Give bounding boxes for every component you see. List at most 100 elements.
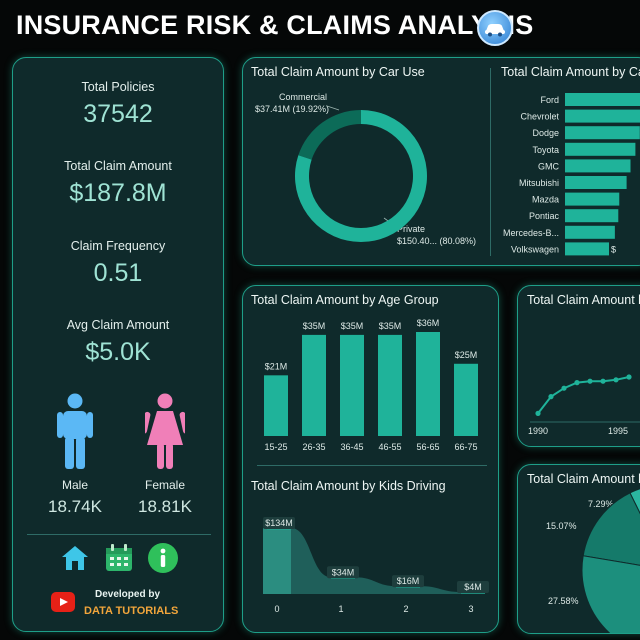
kpi-panel: Total Policies 37542 Total Claim Amount … <box>12 57 224 632</box>
kids-driving-label-bg <box>263 517 295 529</box>
car-make-bar <box>565 142 636 156</box>
age-group-tick-label: 46-55 <box>378 442 401 452</box>
age-group-tick-label: 36-45 <box>340 442 363 452</box>
car-year-point <box>587 378 593 384</box>
car-use-title: Total Claim Amount by Car Use <box>251 65 425 79</box>
commercial-leader-line <box>326 105 340 111</box>
car-make-bar <box>565 93 640 106</box>
car-make-bar <box>565 209 619 223</box>
car-year-point <box>626 374 632 380</box>
age-group-bar-chart: $21M 15-25 $35M 26-35 $35M 36-45 $35M 46-55 $36M… <box>264 318 478 452</box>
page-title: INSURANCE RISK & CLAIMS ANALYSIS <box>16 10 534 40</box>
car-year-tick-label: 1995 <box>608 426 628 436</box>
age-group-tick-label: 66-75 <box>454 442 477 452</box>
kids-driving-area <box>263 528 485 594</box>
car-year-point <box>548 394 554 400</box>
car-year-tick-label: 1990 <box>528 426 548 436</box>
car-make-label: Dodge <box>532 128 559 138</box>
car-make-label: Toyota <box>532 145 559 155</box>
age-group-bar <box>416 332 440 436</box>
car-make-label: Pontiac <box>529 211 560 221</box>
male-label: Male <box>61 478 88 492</box>
info-icon[interactable] <box>147 542 179 574</box>
age-group-tick-label: 56-65 <box>416 442 439 452</box>
age-group-value-label: $21M <box>265 361 288 371</box>
age-group-value-label: $36M <box>417 318 440 328</box>
kids-driving-area-chart: $134M 0 $34M 1 $16M 2 $4M 3 <box>263 517 489 614</box>
kids-driving-tick-label: 2 <box>403 604 408 614</box>
male-value: 18.74K <box>48 497 102 516</box>
kpi-claim-frequency-value: 0.51 <box>93 259 143 287</box>
car-make-label: Mazda <box>532 195 559 205</box>
kids-driving-label-bg <box>327 566 359 579</box>
car-make-bar <box>565 192 620 206</box>
car-make-bar <box>565 159 631 173</box>
pie-label-1: 7.29% <box>588 499 614 509</box>
car-make-value-label: $ <box>611 244 616 254</box>
car-make-label: Mitsubishi <box>519 178 559 188</box>
pie-slice <box>581 555 640 633</box>
car-make-bar-chart: Ford Chevrolet Dodge Toyota GMC Mitsubishi Maz… <box>503 93 640 256</box>
kids-driving-tick-label: 0 <box>274 604 279 614</box>
car-make-label: Volkswagen <box>511 244 559 254</box>
car-year-line-chart: 1990 1995 <box>528 374 640 436</box>
private-value-label: $150.40... (80.08%) <box>397 236 476 246</box>
last-pie-card: Total Claim Amount by 7.29% 15.07% 27.58… <box>517 464 640 634</box>
kids-driving-label-bg <box>457 581 489 594</box>
car-year-point <box>613 377 619 383</box>
commercial-name: Commercial <box>279 92 327 102</box>
youtube-icon[interactable] <box>51 592 75 612</box>
kids-driving-tick-label: 3 <box>468 604 473 614</box>
home-icon[interactable] <box>59 542 91 574</box>
kpi-claim-frequency-label: Claim Frequency <box>70 239 166 253</box>
male-person-icon <box>57 393 93 469</box>
car-use-make-card: Total Claim Amount by Car Use Total Clai… <box>242 57 640 266</box>
female-person-icon <box>145 393 185 469</box>
age-group-value-label: $35M <box>341 321 364 331</box>
car-icon <box>477 10 513 46</box>
car-use-donut-chart: Commercial $37.41M (19.92%) Private $150… <box>255 92 476 246</box>
sidebar-divider <box>27 534 211 535</box>
car-year-point <box>600 378 606 384</box>
panel-divider-horizontal <box>257 465 487 466</box>
kpi-avg-claim-label: Avg Claim Amount <box>66 318 170 332</box>
kpi-total-claim-value: $187.8M <box>69 179 167 207</box>
age-group-tick-label: 15-25 <box>264 442 287 452</box>
age-group-bar <box>302 334 326 436</box>
car-make-label: Ford <box>540 95 559 105</box>
kids-driving-label-bg <box>392 575 424 588</box>
age-group-bar <box>378 334 402 436</box>
age-group-value-label: $25M <box>455 350 478 360</box>
car-year-point <box>561 385 567 391</box>
car-make-label: Mercedes-B... <box>503 228 559 238</box>
age-group-title: Total Claim Amount by Age Group <box>251 293 439 307</box>
kids-driving-highlight-bar <box>263 528 291 594</box>
car-make-title: Total Claim Amount by Car Make <box>501 65 640 79</box>
last-pie-title: Total Claim Amount by <box>527 472 640 486</box>
kids-driving-title: Total Claim Amount by Kids Driving <box>251 479 446 493</box>
age-group-tick-label: 26-35 <box>302 442 325 452</box>
kids-driving-value-label: $134M <box>265 518 293 528</box>
calendar-icon[interactable] <box>103 542 135 574</box>
car-make-bar <box>565 126 640 140</box>
kpi-total-policies-value: 37542 <box>83 100 153 128</box>
private-name: Private <box>397 224 425 234</box>
car-year-point <box>574 380 580 386</box>
last-pie-chart: 7.29% 15.07% 27.58% <box>546 488 640 633</box>
donut-slice-commercial <box>298 110 361 160</box>
age-group-bar <box>454 363 478 436</box>
car-make-bar <box>565 225 615 239</box>
pie-label-2: 15.07% <box>546 521 577 531</box>
female-value: 18.81K <box>138 497 192 516</box>
car-make-bar <box>565 176 627 189</box>
car-make-bar <box>565 242 609 256</box>
female-label: Female <box>144 478 185 492</box>
car-make-bar <box>565 109 640 123</box>
car-make-label: Chevrolet <box>520 112 559 122</box>
kids-driving-value-label: $16M <box>397 576 420 586</box>
kpi-total-claim-label: Total Claim Amount <box>64 159 172 173</box>
kpi-avg-claim-value: $5.0K <box>85 338 151 366</box>
brand-name[interactable]: DATA TUTORIALS <box>84 605 179 617</box>
commercial-value-label: $37.41M (19.92%) <box>255 104 329 114</box>
car-year-card: Total Claim Amount by Car Year 1990 1995 <box>517 285 640 447</box>
